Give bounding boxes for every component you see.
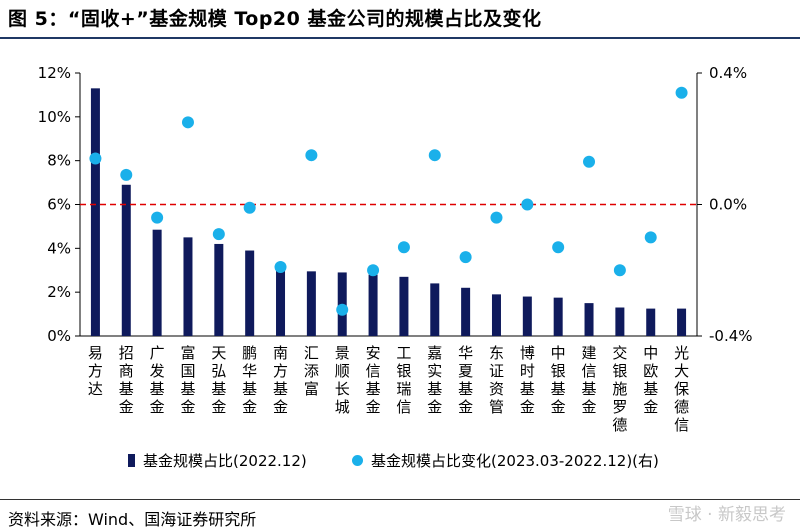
category-label: 工银瑞信 — [396, 344, 411, 416]
scatter-point — [397, 241, 410, 254]
scatter-point — [151, 211, 164, 224]
right-axis-tick-label: -0.4% — [709, 327, 753, 345]
scatter-point — [428, 149, 441, 162]
source-note: 资料来源：Wind、国海证券研究所 — [8, 510, 257, 529]
right-axis-tick-label: 0.4% — [709, 64, 747, 82]
category-label: 华夏基金 — [458, 344, 473, 416]
scatter-point — [305, 149, 318, 162]
scatter-point — [583, 155, 596, 168]
legend-dot-label: 基金规模占比变化(2023.03-2022.12)(右) — [371, 452, 659, 470]
scatter-point — [274, 260, 287, 273]
category-label: 易方达 — [88, 344, 103, 398]
scatter-point — [490, 211, 503, 224]
category-label: 广发基金 — [150, 344, 165, 416]
category-label: 博时基金 — [520, 344, 535, 416]
category-label: 中欧基金 — [643, 344, 658, 416]
bar — [276, 263, 286, 336]
left-axis-tick-label: 0% — [47, 327, 71, 345]
left-axis-tick-label: 8% — [47, 152, 71, 170]
bar — [553, 297, 563, 336]
left-axis-tick-label: 10% — [38, 108, 71, 126]
scatter-point — [613, 264, 626, 277]
scatter-point — [521, 198, 534, 211]
bar — [399, 276, 409, 336]
category-label: 富国基金 — [180, 344, 195, 416]
scatter-point — [120, 168, 133, 181]
category-label: 南方基金 — [273, 344, 288, 416]
scatter-point — [336, 303, 349, 316]
bar — [430, 283, 440, 336]
scatter-point — [212, 228, 225, 241]
title-divider — [0, 37, 800, 39]
bar — [491, 294, 501, 336]
category-label: 招商基金 — [119, 344, 134, 416]
left-axis-tick-label: 6% — [47, 196, 71, 214]
scatter-point — [89, 152, 102, 165]
category-label: 嘉实基金 — [427, 344, 442, 416]
category-label: 天弘基金 — [211, 344, 226, 416]
source-divider — [0, 499, 800, 500]
category-label: 景顺长城 — [335, 344, 350, 416]
bar-scatter-chart: 0% 2% 4% 6% 8% 10% 12% -0.4% 0.0% 0.4% 易方达 招商基金 广发基金… — [38, 64, 753, 434]
category-label: 光大保德信 — [674, 344, 689, 434]
category-label: 建信基金 — [582, 344, 597, 416]
right-axis-tick-label: 0.0% — [709, 196, 747, 214]
scatter-point — [367, 264, 380, 277]
scatter-point — [675, 86, 688, 99]
category-label: 鹏华基金 — [242, 344, 257, 416]
bar — [584, 303, 594, 336]
legend-bar-label: 基金规模占比(2022.12) — [143, 452, 307, 470]
scatter-point — [181, 116, 194, 129]
scatter-point — [243, 201, 256, 214]
legend-bar-swatch — [128, 454, 135, 467]
legend-item-bar: 基金规模占比(2022.12) — [128, 450, 307, 471]
legend-dot-swatch — [352, 455, 363, 466]
bar — [615, 307, 625, 336]
left-axis-tick-label: 4% — [47, 239, 71, 257]
scatter-point — [644, 231, 657, 244]
scatter-point — [552, 241, 565, 254]
bar — [522, 296, 532, 336]
bar — [152, 229, 162, 336]
legend-item-dot: 基金规模占比变化(2023.03-2022.12)(右) — [352, 450, 659, 471]
category-label: 东证资管 — [489, 344, 504, 416]
watermark: 雪球 · 新毅思考 — [667, 505, 786, 525]
category-label: 汇添富 — [304, 344, 319, 398]
category-label: 安信基金 — [366, 344, 381, 416]
left-axis-tick-label: 12% — [38, 64, 71, 82]
bar — [245, 250, 255, 336]
bar — [214, 243, 224, 336]
bar — [677, 308, 687, 336]
category-label: 中银基金 — [551, 344, 566, 416]
scatter-point — [459, 251, 472, 264]
bar — [368, 274, 378, 336]
bar — [183, 237, 193, 336]
figure-title: 图 5：“固收+”基金规模 Top20 基金公司的规模占比及变化 — [8, 8, 542, 30]
left-axis-tick-label: 2% — [47, 283, 71, 301]
bar — [90, 88, 100, 336]
bar — [121, 184, 131, 336]
bar — [306, 271, 316, 336]
bar — [461, 287, 471, 336]
category-label: 交银施罗德 — [612, 344, 627, 434]
bar — [646, 308, 656, 336]
